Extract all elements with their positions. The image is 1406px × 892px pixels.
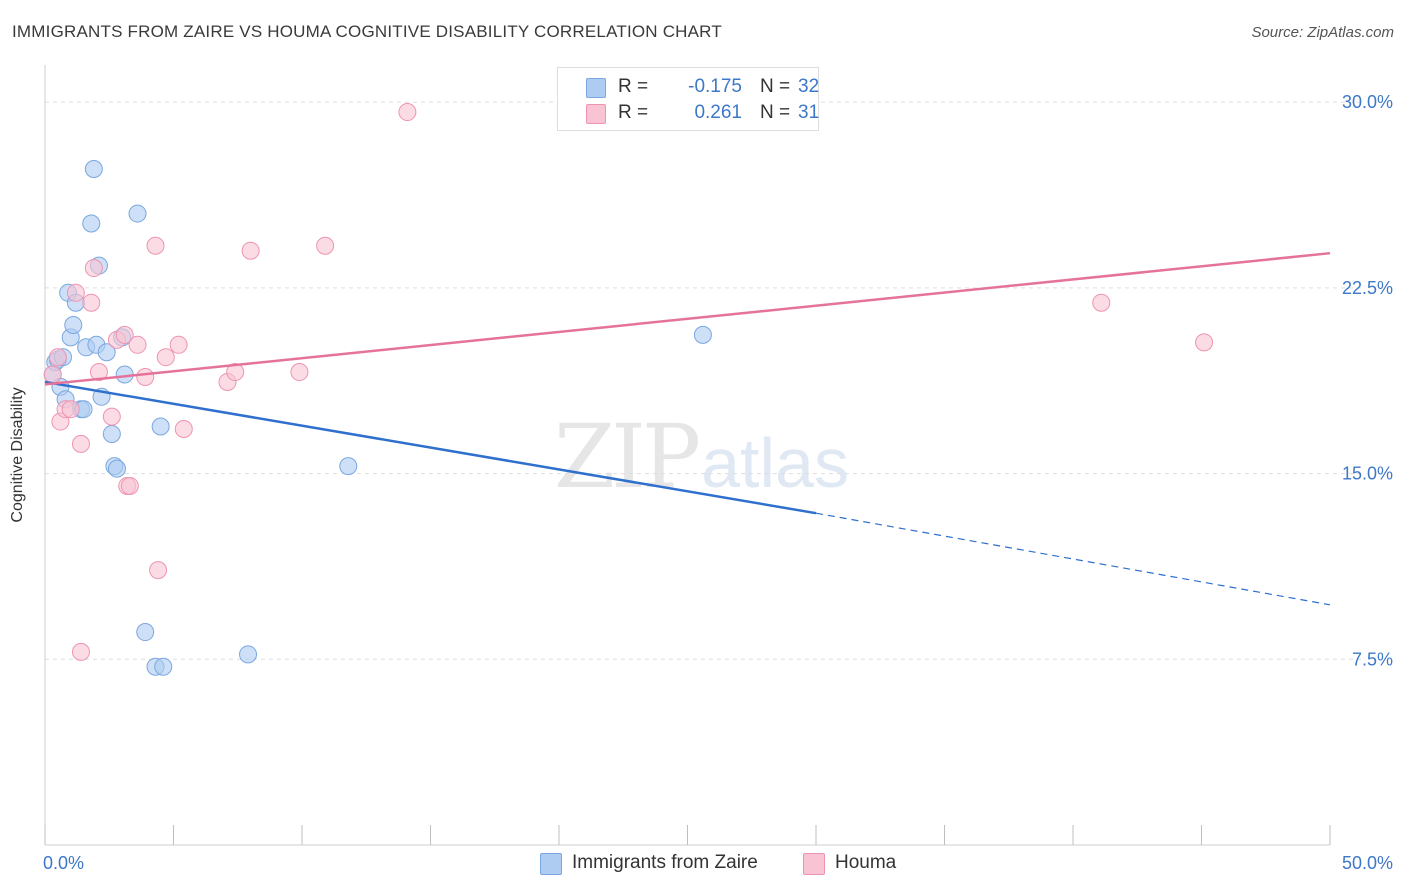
houma-point (102, 407, 121, 426)
zaire-point (97, 343, 116, 362)
zaire-point (102, 424, 121, 443)
legend-swatch-houma (586, 104, 606, 124)
watermark-zip: ZIP (554, 405, 701, 508)
houma-point (71, 642, 90, 661)
zaire-point (82, 214, 101, 233)
houma-point (1092, 293, 1111, 312)
x-tick-label: 50.0% (1342, 853, 1393, 873)
chart-title: IMMIGRANTS FROM ZAIRE VS HOUMA COGNITIVE… (12, 22, 722, 41)
houma-point (71, 434, 90, 453)
houma-point (290, 363, 309, 382)
legend-label-houma: Houma (835, 852, 897, 873)
houma-point (61, 400, 80, 419)
zaire-point (154, 657, 173, 676)
y-tick-label: 7.5% (1352, 649, 1393, 669)
r-value: 0.261 (694, 102, 742, 123)
houma-point (120, 476, 139, 495)
r-label: R = (618, 76, 649, 97)
source-credit: Source: ZipAtlas.com (1251, 24, 1394, 41)
n-value: 31 (798, 102, 820, 123)
houma-point (48, 348, 67, 367)
y-tick-label: 22.5% (1342, 278, 1393, 298)
zaire-trend-line (44, 380, 817, 515)
series-legend: Immigrants from Zaire Houma (0, 852, 1406, 878)
houma-point (169, 335, 188, 354)
zaire-point (64, 316, 83, 334)
y-tick-label: 15.0% (1342, 464, 1393, 484)
zaire-point (339, 457, 358, 476)
houma-point (174, 420, 193, 438)
houma-point (316, 236, 335, 255)
houma-point (241, 241, 260, 260)
houma-point (136, 368, 155, 386)
legend-swatch-houma (803, 853, 825, 875)
houma-point (89, 363, 108, 382)
houma-point (43, 365, 62, 384)
zaire-point (84, 160, 103, 178)
houma-point (128, 335, 147, 354)
watermark-atlas: atlas (701, 424, 849, 502)
watermark: ZIPatlas (554, 405, 849, 508)
y-tick-label: 30.0% (1342, 92, 1393, 112)
correlation-legend: R = -0.175 N = 32 R = 0.261 N = 31 (557, 67, 819, 131)
houma-point (82, 293, 101, 312)
legend-swatch-zaire (540, 853, 562, 875)
zaire-point (107, 459, 126, 478)
houma-point (1195, 333, 1214, 352)
zaire-point (128, 204, 147, 223)
legend-label-zaire: Immigrants from Zaire (572, 852, 758, 873)
r-label: R = (618, 102, 649, 123)
zaire-point (239, 645, 258, 664)
houma-point (156, 348, 175, 367)
houma-trend-line (44, 251, 1331, 386)
n-label: N = (760, 76, 791, 97)
zaire-point (693, 325, 712, 344)
zaire-point (136, 623, 155, 642)
legend-swatch-zaire (586, 78, 606, 98)
n-value: 32 (798, 76, 820, 97)
zaire-trend-line-extension (815, 512, 1331, 606)
houma-point (84, 259, 103, 278)
houma-point (226, 363, 245, 382)
n-label: N = (760, 102, 791, 123)
houma-point (398, 103, 417, 122)
y-axis-label: Cognitive Disability (9, 387, 26, 523)
houma-point (115, 325, 134, 344)
zaire-point (151, 417, 170, 436)
houma-point (66, 283, 85, 302)
houma-point (146, 236, 165, 255)
r-value: -0.175 (688, 76, 742, 97)
houma-point (149, 561, 168, 580)
x-tick-label: 0.0% (43, 853, 84, 873)
